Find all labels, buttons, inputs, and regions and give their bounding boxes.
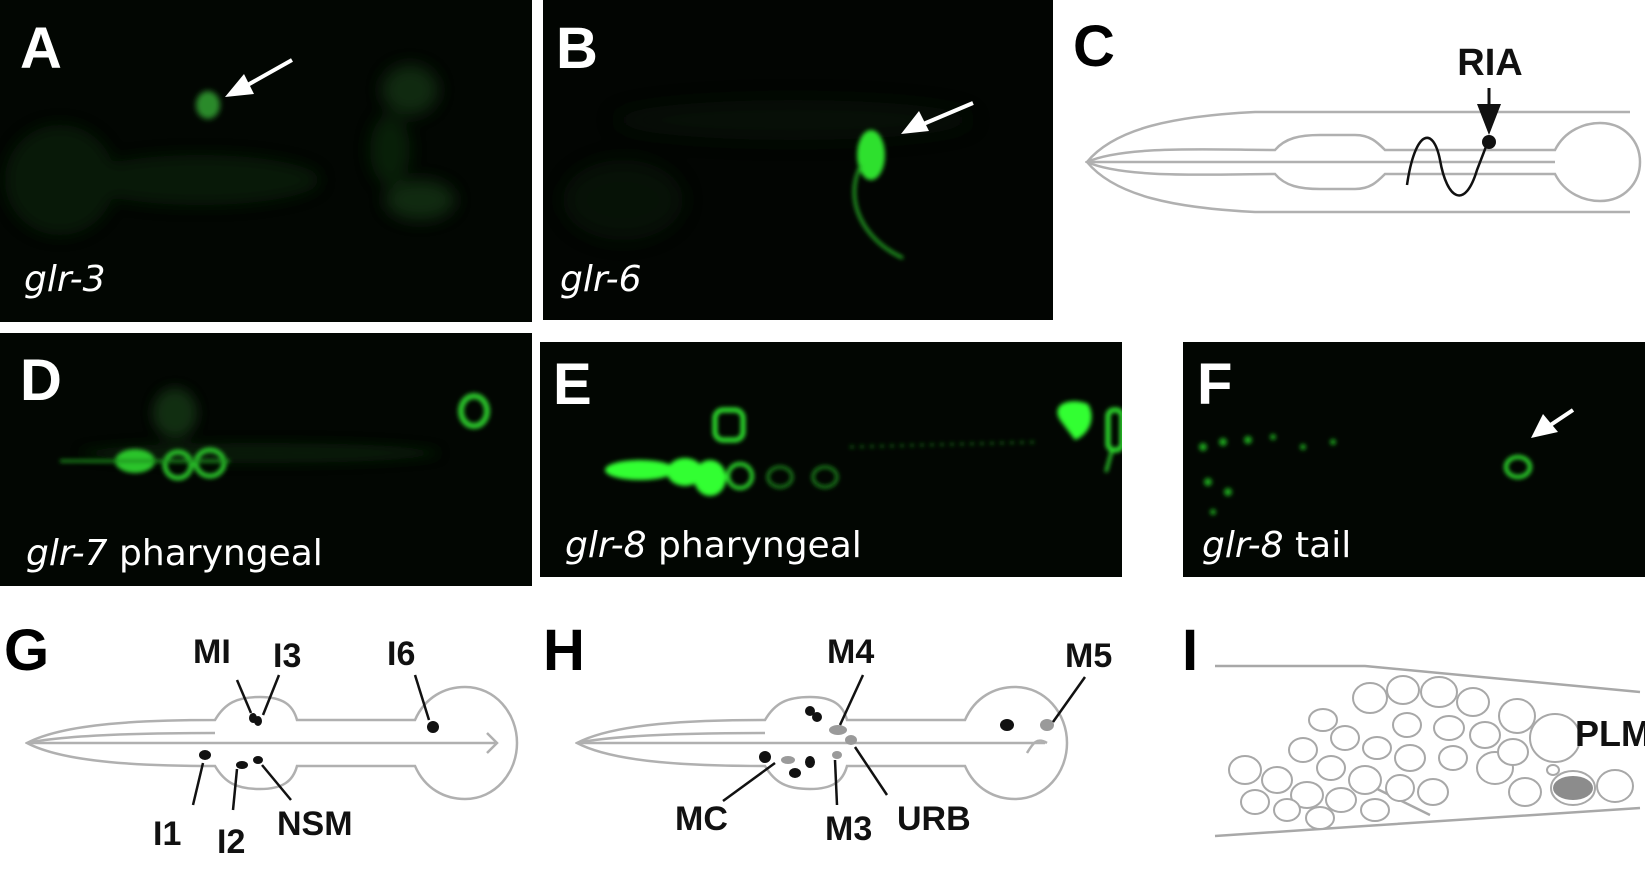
leader-lines	[722, 674, 1087, 806]
panel-g-diagram: MI I3 I6 I1 I2 NSM	[25, 633, 519, 861]
panel-label-c: C	[1073, 14, 1115, 79]
label-mi: MI	[193, 633, 231, 671]
gene-name: glr-7	[26, 533, 108, 574]
gene-name: glr-8	[565, 525, 647, 566]
neurons	[199, 713, 439, 769]
label-plm: PLM	[1575, 713, 1645, 754]
panel-d-image	[60, 388, 490, 481]
panel-label-d: D	[20, 348, 62, 413]
panel-label-a: A	[20, 16, 62, 81]
tail-cells	[1228, 675, 1634, 830]
caption-suffix: pharyngeal	[646, 525, 862, 566]
caption-suffix: pharyngeal	[107, 533, 323, 574]
pharynx-outline	[25, 685, 519, 801]
panel-b-image	[563, 100, 974, 260]
tail-cell-small	[1546, 764, 1560, 776]
panel-c-diagram: RIA	[1085, 42, 1642, 214]
label-i6: I6	[387, 635, 415, 673]
caption-suffix: tail	[1283, 525, 1352, 566]
arrow-down-icon	[1477, 104, 1501, 135]
arrow-icon	[1531, 408, 1575, 438]
panel-e-micrograph	[540, 342, 1122, 577]
caption-d: glr-7 pharyngeal	[26, 536, 323, 572]
panel-label-b: B	[556, 16, 598, 81]
gene-name: glr-6	[560, 259, 642, 300]
glr-3-cell	[196, 91, 220, 119]
label-m5: M5	[1065, 637, 1112, 675]
panel-a-image	[5, 58, 455, 235]
pharynx-glow	[5, 65, 455, 235]
label-i3: I3	[273, 637, 301, 675]
glr-8-pharyngeal-cells	[605, 401, 1122, 496]
panel-f-micrograph	[1183, 342, 1645, 577]
panel-label-h: H	[543, 618, 585, 683]
arrow-icon	[225, 58, 293, 97]
background-glow	[563, 100, 973, 240]
panel-a-micrograph	[0, 0, 532, 322]
pharynx-outline	[575, 685, 1069, 801]
panel-d-micrograph	[0, 333, 532, 586]
caption-a: glr-3	[24, 262, 106, 298]
caption-f: glr-8 tail	[1202, 528, 1351, 564]
panel-e-image	[605, 401, 1122, 496]
panel-label-f: F	[1197, 352, 1232, 417]
glr-8-tail-cells	[1199, 434, 1532, 515]
caption-e: glr-8 pharyngeal	[565, 528, 862, 564]
arrow-icon	[901, 101, 974, 134]
gene-name: glr-8	[1202, 525, 1284, 566]
label-i2: I2	[217, 823, 245, 861]
label-i1: I1	[153, 815, 181, 853]
label-urb: URB	[897, 800, 971, 838]
panel-i-diagram: PLM	[1214, 664, 1645, 838]
worm-head-outline	[1085, 110, 1642, 214]
leader-lines	[191, 674, 431, 811]
panel-f-image	[1199, 408, 1575, 515]
ria-neuron	[1482, 135, 1496, 149]
caption-b: glr-6	[560, 262, 642, 298]
label-ria: RIA	[1457, 42, 1522, 84]
label-mc: MC	[675, 800, 728, 838]
panel-h-diagram: M4 M5 MC M3 URB	[575, 633, 1112, 848]
label-m3: M3	[825, 810, 872, 848]
gene-name: glr-3	[24, 259, 106, 300]
panel-label-g: G	[4, 618, 49, 683]
ria-process	[1405, 136, 1489, 197]
glr-7-cells	[60, 393, 490, 481]
neurons	[759, 706, 1054, 778]
panel-b-micrograph	[543, 0, 1053, 320]
label-nsm: NSM	[277, 805, 353, 843]
glr-6-cell	[852, 130, 904, 260]
label-m4: M4	[827, 633, 874, 671]
plm-neuron	[1553, 776, 1593, 800]
panel-label-i: I	[1182, 618, 1198, 683]
panel-label-e: E	[553, 352, 592, 417]
